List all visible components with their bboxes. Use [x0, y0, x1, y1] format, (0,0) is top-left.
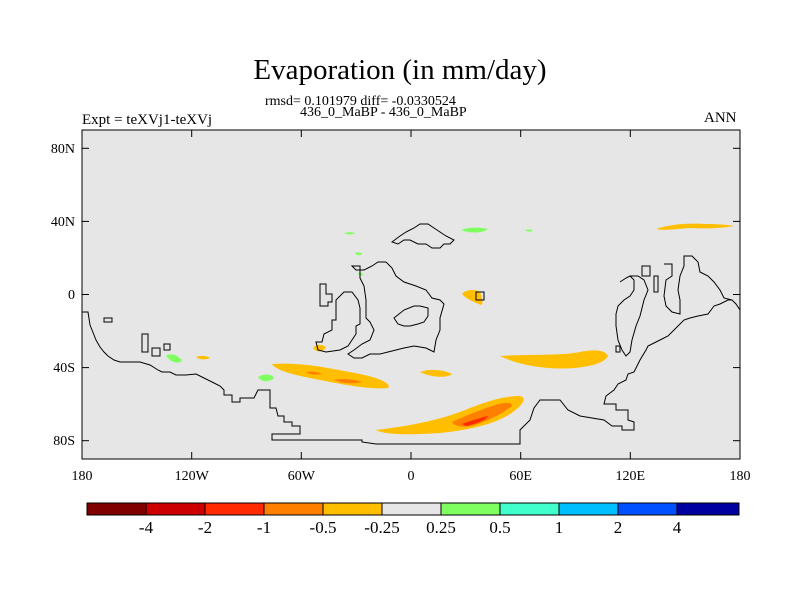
y-tick-label: 80N — [51, 142, 75, 157]
coastline — [653, 275, 659, 293]
colorbar-segment — [499, 502, 560, 516]
colorbar-label: 4 — [673, 518, 682, 537]
anomaly-region-orange — [420, 369, 452, 377]
x-tick-label: 60E — [509, 469, 532, 484]
coastline — [163, 343, 171, 351]
stats-subtitle: rmsd= 0.101979 diff= -0.0330524 — [265, 94, 456, 109]
colorbar-segment — [86, 502, 147, 516]
anomaly-region-dark-orange — [334, 378, 362, 384]
colorbar-segment — [204, 502, 265, 516]
coastline — [390, 223, 455, 249]
anomaly-region-orange — [196, 355, 210, 360]
colorbar-label: 1 — [555, 518, 564, 537]
coastline — [141, 333, 149, 353]
coastlines — [81, 223, 741, 445]
colorbar-segment — [440, 502, 501, 516]
coastline — [315, 291, 361, 353]
colorbar-segment — [381, 502, 442, 516]
coastline — [641, 265, 651, 277]
anomaly-region-orange — [462, 289, 483, 305]
positive-anomaly-regions — [166, 227, 533, 382]
x-tick-label: 120W — [175, 469, 210, 484]
coastline — [663, 255, 733, 315]
colorbar-label: 2 — [614, 518, 623, 537]
colorbar-segment — [558, 502, 619, 516]
anomaly-region-orange — [656, 223, 734, 230]
colorbar-label: -0.5 — [310, 518, 337, 537]
anomaly-region-green — [344, 232, 355, 235]
x-tick-label: 180 — [730, 469, 751, 484]
coastline — [615, 345, 621, 353]
colorbar-label: 0.5 — [489, 518, 510, 537]
y-tick-label: 40N — [51, 215, 75, 230]
anomaly-region-orange — [500, 350, 608, 369]
coastline — [615, 275, 649, 357]
coastline — [151, 347, 161, 357]
color-legend: -4 -2 -1 -0.5 -0.25 0.25 0.5 1 2 4 — [86, 502, 740, 537]
coastline — [319, 283, 333, 307]
colorbar-label: -1 — [257, 518, 271, 537]
anomaly-region-orange — [376, 396, 524, 435]
anomaly-region-green — [258, 374, 274, 382]
anomaly-region-dark-orange — [452, 402, 512, 427]
coastline — [103, 317, 113, 323]
x-tick-label: 0 — [408, 469, 415, 484]
colorbar-segment — [676, 502, 740, 516]
colorbar-label: 0.25 — [426, 518, 456, 537]
experiment-label: Expt = teXVj1-teXVj — [82, 112, 213, 128]
colorbar-segment — [617, 502, 678, 516]
x-tick-label: 120E — [616, 469, 646, 484]
y-axis-labels: 80N 40N 0 40S 80S — [51, 142, 75, 449]
coastline — [393, 305, 429, 327]
anomaly-region-orange — [313, 344, 326, 352]
x-tick-label: 180 — [72, 469, 93, 484]
negative-anomaly-regions — [196, 223, 734, 435]
x-axis-labels: 180 120W 60W 0 60E 120E 180 — [72, 469, 751, 484]
anomaly-region-green — [461, 227, 488, 233]
season-label: ANN — [704, 110, 737, 126]
case-subtitle: 436_0_MaBP - 436_0_MaBP — [300, 105, 467, 120]
anomaly-region-dark-orange — [306, 371, 322, 375]
anomaly-region-green — [166, 354, 182, 363]
y-tick-label: 0 — [68, 288, 75, 303]
colorbar-label: -4 — [139, 518, 154, 537]
y-tick-label: 40S — [53, 361, 75, 376]
x-tick-label: 60W — [288, 469, 316, 484]
axis-ticks — [81, 130, 741, 459]
map-plot-area — [82, 130, 740, 459]
y-tick-label: 80S — [53, 434, 75, 449]
map-title: Evaporation (in mm/day) — [253, 54, 547, 86]
colorbar-label: -0.25 — [364, 518, 399, 537]
colorbar-label: -2 — [198, 518, 212, 537]
coastline — [82, 299, 741, 445]
anomaly-region-green — [525, 229, 533, 232]
coastline — [475, 291, 485, 301]
colorbar-segment — [145, 502, 206, 516]
colorbar-segment — [263, 502, 324, 516]
anomaly-region-red — [462, 416, 488, 426]
colorbar-segment — [322, 502, 383, 516]
anomaly-region-green — [355, 252, 362, 256]
coastline — [347, 261, 445, 359]
